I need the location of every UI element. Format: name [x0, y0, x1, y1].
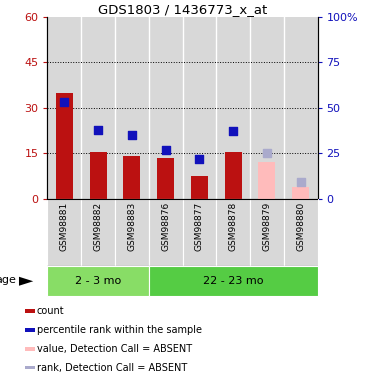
FancyBboxPatch shape: [47, 266, 149, 296]
Text: GSM98883: GSM98883: [127, 202, 137, 251]
Bar: [216, 17, 250, 199]
Bar: [81, 17, 115, 199]
Bar: [182, 17, 216, 199]
Bar: [292, 187, 309, 199]
FancyBboxPatch shape: [250, 199, 284, 266]
FancyBboxPatch shape: [149, 266, 318, 296]
Text: 22 - 23 mo: 22 - 23 mo: [203, 276, 264, 286]
Text: value, Detection Call = ABSENT: value, Detection Call = ABSENT: [37, 344, 192, 354]
Bar: [25, 347, 35, 351]
FancyBboxPatch shape: [81, 199, 115, 266]
Bar: [157, 158, 174, 199]
Polygon shape: [19, 277, 33, 286]
Bar: [258, 162, 275, 199]
Text: GSM98876: GSM98876: [161, 202, 170, 251]
Bar: [250, 17, 284, 199]
Bar: [47, 17, 81, 199]
Point: [163, 147, 169, 153]
Bar: [123, 156, 140, 199]
Point: [196, 156, 202, 162]
Point: [61, 99, 67, 105]
Text: percentile rank within the sample: percentile rank within the sample: [37, 325, 202, 335]
Text: GSM98881: GSM98881: [60, 202, 69, 251]
Title: GDS1803 / 1436773_x_at: GDS1803 / 1436773_x_at: [98, 3, 267, 16]
FancyBboxPatch shape: [115, 199, 149, 266]
Text: GSM98880: GSM98880: [296, 202, 305, 251]
Point: [264, 150, 270, 156]
Bar: [284, 17, 318, 199]
Point: [95, 127, 101, 133]
Point: [230, 129, 236, 135]
Bar: [225, 152, 242, 199]
Bar: [56, 93, 73, 199]
FancyBboxPatch shape: [47, 199, 81, 266]
Text: count: count: [37, 306, 65, 316]
Text: rank, Detection Call = ABSENT: rank, Detection Call = ABSENT: [37, 363, 187, 372]
Text: GSM98879: GSM98879: [262, 202, 272, 251]
Text: 2 - 3 mo: 2 - 3 mo: [75, 276, 121, 286]
Bar: [149, 17, 182, 199]
Text: GSM98882: GSM98882: [93, 202, 103, 251]
Bar: [191, 176, 208, 199]
FancyBboxPatch shape: [182, 199, 216, 266]
Bar: [115, 17, 149, 199]
FancyBboxPatch shape: [284, 199, 318, 266]
Bar: [25, 328, 35, 332]
Bar: [90, 152, 107, 199]
Text: age: age: [0, 275, 17, 285]
FancyBboxPatch shape: [216, 199, 250, 266]
FancyBboxPatch shape: [149, 199, 182, 266]
Bar: [25, 366, 35, 369]
Text: GSM98877: GSM98877: [195, 202, 204, 251]
Bar: [25, 309, 35, 313]
Point: [298, 179, 304, 185]
Point: [129, 132, 135, 138]
Text: GSM98878: GSM98878: [228, 202, 238, 251]
